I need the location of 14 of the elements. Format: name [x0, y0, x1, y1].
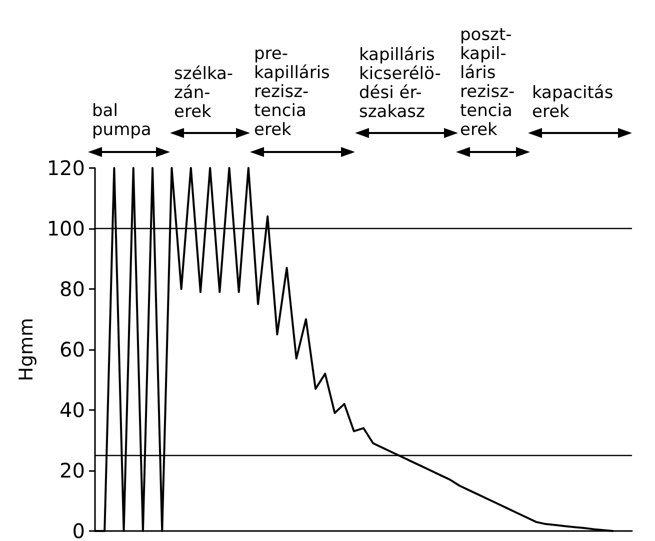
y-tick-label: 20 [60, 458, 85, 482]
text: bal pumpa [92, 101, 152, 140]
text: szélka- zán- erek [174, 64, 234, 122]
y-tick-label: 60 [60, 338, 85, 362]
y-tick-label: 80 [60, 277, 85, 301]
y-tick-label: 100 [46, 216, 85, 240]
y-tick-label: 120 [46, 156, 85, 180]
text: kapacitás erek [532, 83, 614, 122]
text: kapilláris kicserélö- dési ér- szakasz [359, 45, 441, 122]
text: pre- kapilláris rezisz- tencia erek [254, 44, 330, 140]
y-tick-label: 40 [60, 398, 85, 422]
text: poszt- kapil- láris rezisz- tencia erek [460, 25, 515, 140]
y-tick-label: 0 [72, 519, 85, 541]
y-axis-title: Hgmm [15, 318, 38, 382]
